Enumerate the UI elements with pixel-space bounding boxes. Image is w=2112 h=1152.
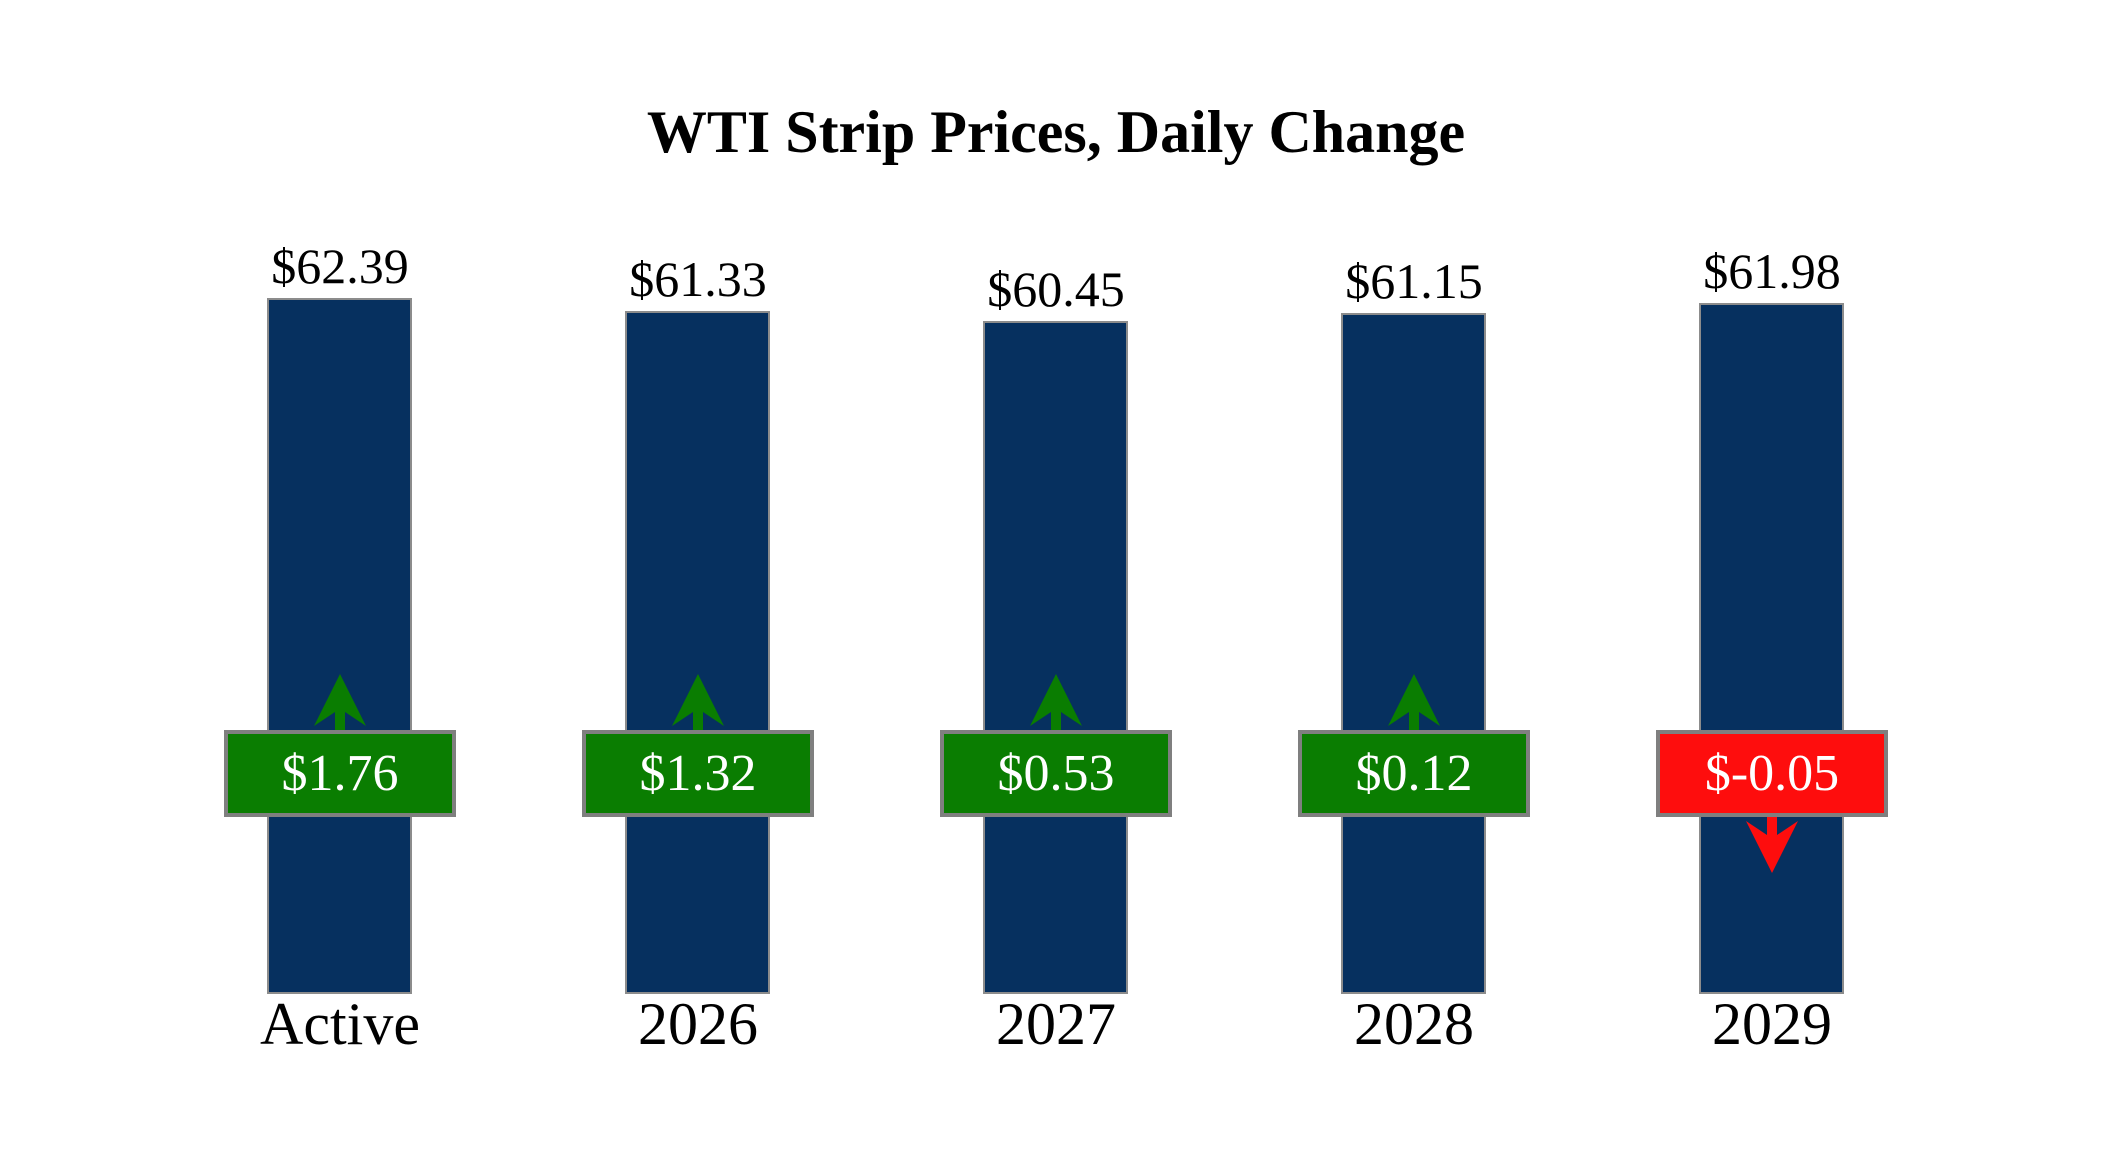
up-arrow-icon bbox=[314, 674, 366, 732]
daily-change-value: $-0.05 bbox=[1704, 745, 1840, 802]
category-label: 2026 bbox=[638, 991, 758, 1057]
bar-group: $62.39 $1.76 Active bbox=[161, 0, 519, 1152]
price-label: $60.45 bbox=[987, 261, 1125, 317]
daily-change-badge: $0.53 bbox=[940, 730, 1172, 817]
daily-change-badge: $1.76 bbox=[224, 730, 456, 817]
daily-change-value: $0.12 bbox=[1355, 745, 1473, 802]
category-label: 2027 bbox=[996, 991, 1116, 1057]
daily-change-badge: $0.12 bbox=[1298, 730, 1530, 817]
bar-group: $61.98 $-0.05 2029 bbox=[1593, 0, 1951, 1152]
price-bar bbox=[267, 298, 412, 994]
up-arrow-icon bbox=[1030, 674, 1082, 732]
category-label: 2028 bbox=[1354, 991, 1474, 1057]
price-label: $61.98 bbox=[1703, 243, 1841, 299]
category-label: Active bbox=[260, 991, 420, 1057]
daily-change-value: $1.76 bbox=[281, 745, 399, 802]
bar-group: $60.45 $0.53 2027 bbox=[877, 0, 1235, 1152]
category-label: 2029 bbox=[1712, 991, 1832, 1057]
bar-group: $61.33 $1.32 2026 bbox=[519, 0, 877, 1152]
daily-change-value: $1.32 bbox=[639, 745, 757, 802]
price-bar bbox=[1341, 313, 1486, 994]
daily-change-badge: $1.32 bbox=[582, 730, 814, 817]
up-arrow-icon bbox=[672, 674, 724, 732]
daily-change-badge: $-0.05 bbox=[1656, 730, 1888, 817]
up-arrow-icon bbox=[1388, 674, 1440, 732]
down-arrow-icon bbox=[1746, 815, 1798, 873]
price-bar bbox=[983, 321, 1128, 994]
chart-title: WTI Strip Prices, Daily Change bbox=[646, 99, 1466, 165]
price-bar bbox=[625, 311, 770, 994]
price-label: $61.15 bbox=[1345, 253, 1483, 309]
price-label: $62.39 bbox=[271, 238, 409, 294]
bar-group: $61.15 $0.12 2028 bbox=[1235, 0, 1593, 1152]
price-label: $61.33 bbox=[629, 251, 767, 307]
daily-change-value: $0.53 bbox=[997, 745, 1115, 802]
price-bar bbox=[1699, 303, 1844, 994]
